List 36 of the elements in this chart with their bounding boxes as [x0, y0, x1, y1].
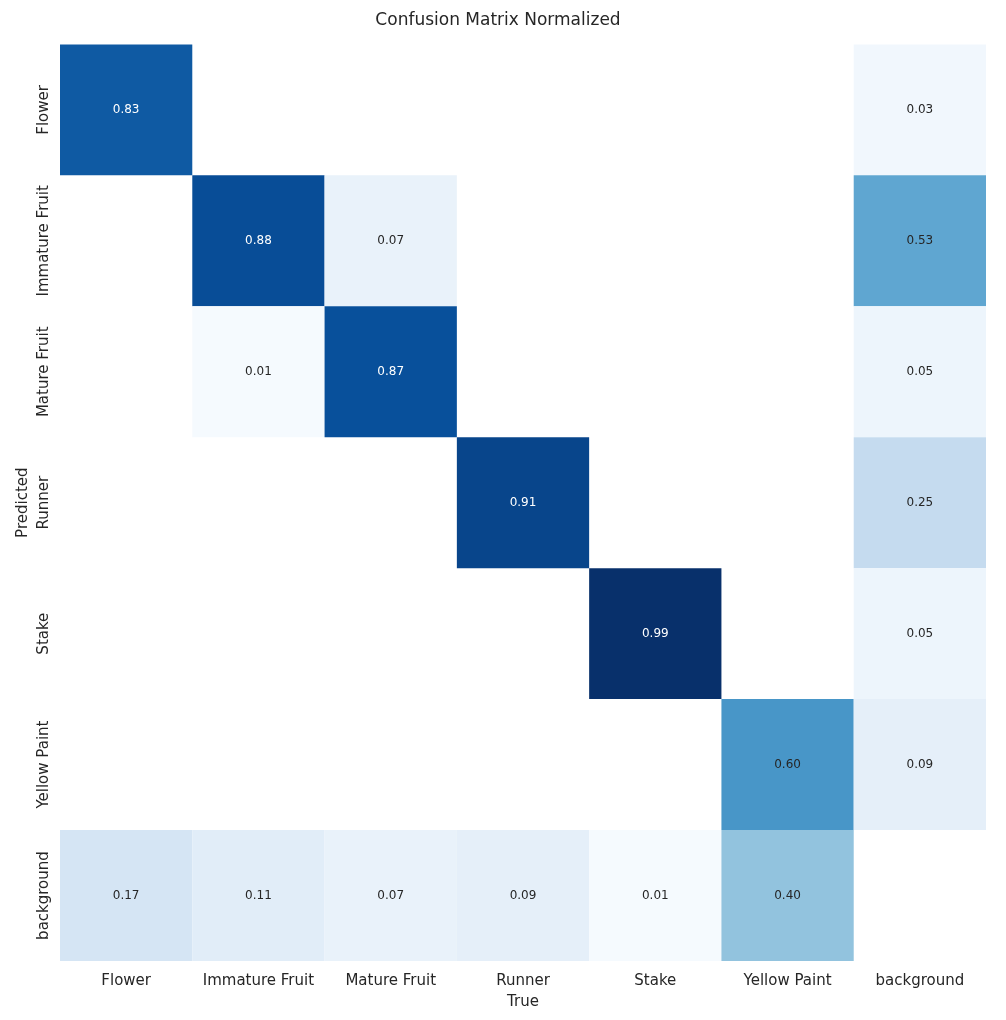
y-tick-label: Stake — [34, 612, 53, 655]
x-tick-label: Mature Fruit — [345, 970, 437, 989]
data-label: 0.01 — [245, 363, 272, 378]
x-axis-title: True — [506, 991, 539, 1010]
data-label: 0.11 — [245, 887, 272, 902]
y-axis-title: Predicted — [12, 467, 31, 538]
x-tick-label: Immature Fruit — [202, 970, 315, 989]
x-tick-label: background — [875, 970, 965, 989]
data-label: 0.03 — [906, 102, 934, 116]
data-label: 0.53 — [906, 232, 934, 247]
data-label: 0.07 — [377, 232, 405, 247]
data-label: 0.99 — [641, 625, 669, 640]
data-label: 0.25 — [906, 494, 934, 509]
y-tick-label: Runner — [34, 475, 53, 530]
data-label: 0.88 — [245, 232, 272, 247]
y-tick-label: Yellow Paint — [34, 720, 53, 810]
y-tick-label: Flower — [34, 84, 53, 135]
data-label: 0.91 — [509, 494, 537, 509]
data-label: 0.83 — [112, 102, 140, 116]
x-tick-label: Stake — [634, 970, 677, 989]
data-label: 0.09 — [906, 756, 934, 771]
x-tick-label: Yellow Paint — [742, 970, 832, 989]
x-tick-label: Flower — [101, 970, 152, 989]
data-label: 0.60 — [774, 756, 801, 771]
data-label: 0.01 — [641, 887, 669, 902]
data-label: 0.87 — [377, 363, 405, 378]
y-tick-label: Immature Fruit — [34, 185, 53, 297]
chart-title: Confusion Matrix Normalized — [375, 8, 621, 29]
data-label: 0.09 — [509, 887, 537, 902]
data-label: 0.05 — [906, 625, 934, 640]
data-label: 0.40 — [774, 887, 801, 902]
data-label: 0.07 — [377, 887, 405, 902]
x-tick-label: Runner — [496, 970, 551, 989]
data-label: 0.17 — [112, 887, 140, 902]
y-tick-label: Mature Fruit — [34, 326, 53, 418]
data-label: 0.05 — [906, 363, 934, 378]
